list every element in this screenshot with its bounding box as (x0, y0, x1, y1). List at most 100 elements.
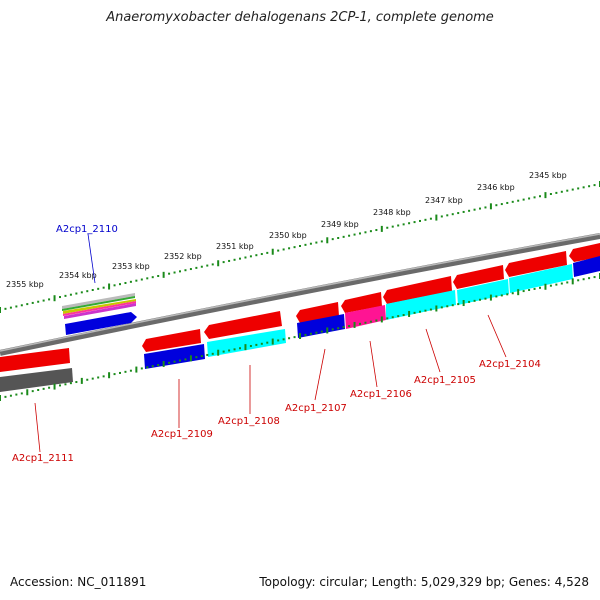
scale-dot (555, 283, 558, 286)
scale-dot (59, 384, 61, 387)
gene-red-block[interactable] (142, 329, 201, 352)
scale-dot (304, 333, 307, 336)
scale-dot (375, 319, 378, 322)
gene-label-a2cp1-2107[interactable]: A2cp1_2107 (285, 403, 347, 414)
scale-dot (189, 268, 192, 271)
scale-dot (386, 226, 389, 229)
scale-dot (86, 290, 89, 293)
gene-label-a2cp1-2108[interactable]: A2cp1_2108 (218, 416, 280, 427)
kbp-label: 2354 kbp (59, 271, 97, 280)
gene-red-block[interactable] (505, 251, 567, 277)
scale-dot (593, 276, 596, 279)
scale-dot (157, 275, 160, 278)
scale-dot (31, 390, 34, 393)
scale-dot (129, 369, 132, 372)
scale-dot (15, 305, 18, 308)
gene-red-block[interactable] (569, 243, 600, 262)
scale-dot (348, 325, 351, 328)
gene-red-block[interactable] (453, 265, 504, 289)
scale-dot (479, 298, 481, 301)
gene-a2cp1-2109[interactable] (144, 344, 205, 369)
scale-dot (211, 352, 214, 355)
scale-dot (522, 198, 525, 201)
scale-dot (331, 328, 334, 331)
scale-dot (500, 203, 503, 206)
outer-scale-ring (0, 181, 600, 313)
scale-dot (200, 355, 203, 358)
scale-dot (91, 289, 94, 292)
scale-dot (457, 303, 460, 306)
scale-dot (359, 322, 361, 325)
scale-tick (489, 203, 492, 210)
kbp-label: 2347 kbp (425, 196, 463, 205)
scale-dot (506, 201, 509, 204)
scale-dot (397, 224, 400, 227)
scale-dot (468, 209, 471, 212)
scale-dot (4, 395, 7, 398)
scale-dot (419, 310, 421, 313)
scale-dot (577, 187, 580, 190)
inner-scale-ring (0, 273, 600, 401)
scale-dot (277, 249, 280, 252)
gene-label-a2cp1-2106[interactable]: A2cp1_2106 (350, 389, 412, 400)
gene-label-a2cp1-2109[interactable]: A2cp1_2109 (151, 429, 213, 440)
gene-cyan-block[interactable] (509, 264, 573, 293)
gene-a2cp1-2111-red[interactable] (0, 348, 70, 372)
scale-dot (342, 235, 345, 238)
scale-tick (517, 289, 520, 296)
scale-tick (108, 372, 111, 379)
gene-a2cp1-2108[interactable] (207, 329, 286, 357)
gene-a2cp1-2110[interactable] (62, 293, 137, 335)
scale-dot (440, 215, 443, 218)
scale-tick (353, 321, 356, 328)
scale-dot (200, 265, 203, 268)
scale-tick (380, 225, 383, 232)
scale-dot (593, 184, 596, 187)
scale-dot (369, 320, 372, 323)
scale-dot (468, 300, 471, 303)
gene-a2cp1-2111[interactable] (0, 368, 73, 392)
scale-dot (239, 257, 241, 260)
scale-dot (391, 225, 394, 228)
scale-tick (0, 307, 1, 313)
gene-label-a2cp1-2111[interactable]: A2cp1_2111 (12, 453, 74, 464)
map-title: Anaeromyxobacter dehalogenans 2CP-1, com… (106, 10, 494, 25)
scale-dot (424, 309, 427, 312)
scale-dot (113, 284, 116, 287)
scale-dot (222, 261, 225, 264)
gene-a2cp1-2107[interactable] (297, 314, 345, 338)
scale-dot (113, 373, 116, 376)
gene-blue-block[interactable] (573, 256, 600, 277)
scale-dot (560, 282, 563, 285)
scale-dot (129, 280, 132, 283)
scale-dot (293, 246, 296, 249)
scale-dot (42, 299, 45, 302)
scale-dot (528, 197, 531, 200)
gene-label-a2cp1-2104[interactable]: A2cp1_2104 (479, 359, 541, 370)
scale-dot (299, 245, 301, 247)
scale-dot (484, 206, 487, 209)
gene-a2cp1-2105[interactable] (386, 290, 456, 320)
scale-dot (386, 317, 389, 320)
scale-tick (26, 389, 29, 396)
scale-dot (473, 208, 476, 211)
gene-label-a2cp1-2110[interactable]: A2cp1_2110 (56, 224, 118, 235)
gene-red-block[interactable] (383, 276, 452, 304)
kbp-label: 2345 kbp (529, 171, 567, 180)
genome-summary-text: Topology: circular; Length: 5,029,329 bp… (259, 575, 589, 589)
scale-dot (266, 251, 269, 254)
gene-label-a2cp1-2105[interactable]: A2cp1_2105 (414, 375, 476, 386)
scale-dot (353, 233, 356, 236)
scale-dot (588, 277, 591, 280)
scale-dot (457, 212, 460, 215)
scale-dot (566, 281, 569, 284)
kbp-label-group: 2355 kbp 2354 kbp 2353 kbp 2352 kbp 2351… (6, 171, 567, 289)
scale-dot (9, 394, 12, 397)
scale-dot (451, 213, 454, 216)
scale-dot (48, 298, 51, 301)
gene-a2cp1-2104[interactable] (457, 279, 509, 305)
scale-dot (315, 241, 318, 244)
gene-red-block[interactable] (204, 311, 282, 339)
scale-dot (184, 358, 187, 361)
scale-dot (140, 278, 143, 281)
